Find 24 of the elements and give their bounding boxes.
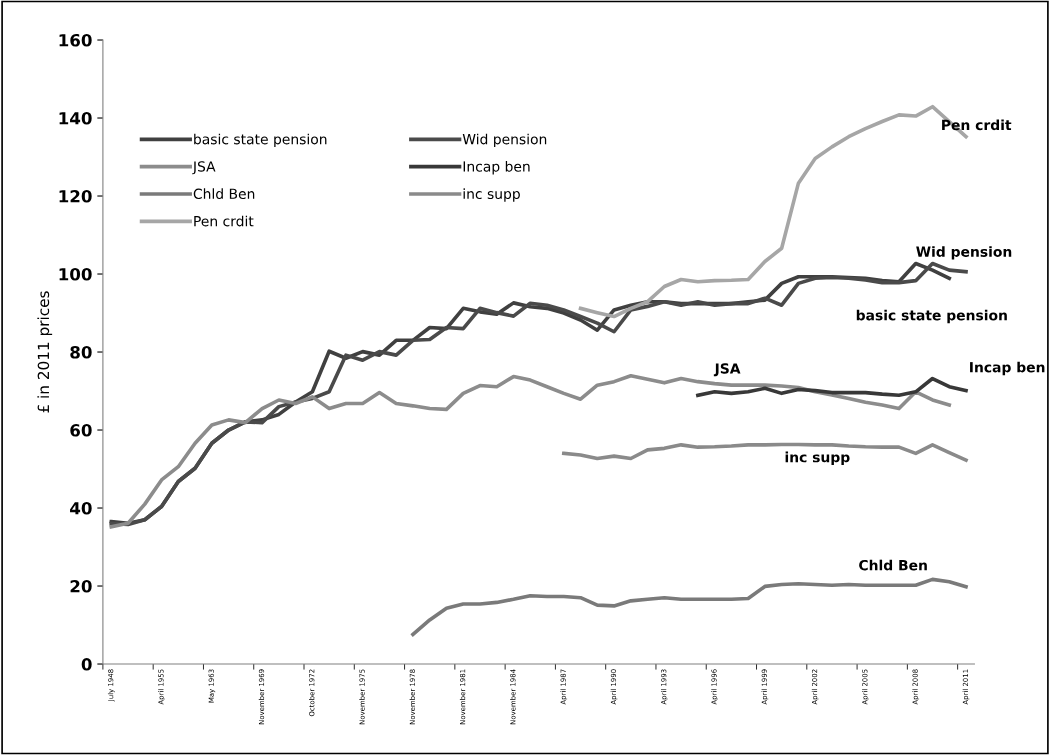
y-tick-label: 40 xyxy=(70,501,92,515)
legend-label: inc supp xyxy=(463,188,520,202)
legend-label: Chld Ben xyxy=(193,188,255,200)
y-tick-label: 20 xyxy=(70,579,92,593)
y-tick-label: 60 xyxy=(70,423,92,437)
legend-label: Wid pension xyxy=(462,133,547,148)
text: JSA xyxy=(713,363,741,377)
text: Chld Ben xyxy=(859,559,927,571)
y-tick-label: 0 xyxy=(81,657,92,671)
y-tick-label: 100 xyxy=(59,267,92,281)
legend-label: Pen crdit xyxy=(194,215,254,227)
y-tick-label: 80 xyxy=(70,345,92,359)
text: inc supp xyxy=(785,451,850,466)
y-tick-label: 140 xyxy=(59,111,92,125)
y-tick-label: 120 xyxy=(59,189,92,203)
legend-label: basic state pension xyxy=(194,133,327,148)
legend-label: JSA xyxy=(192,161,216,175)
text: Wid pension xyxy=(916,246,1012,260)
text: Pen crdit xyxy=(942,119,1012,131)
text: basic state pension xyxy=(856,309,1007,324)
legend-label: Incap ben xyxy=(463,160,530,175)
y-tick-label: 160 xyxy=(59,33,92,47)
text: Incap ben xyxy=(970,361,1045,376)
y-axis-title: £ in 2011 prices xyxy=(37,291,53,413)
